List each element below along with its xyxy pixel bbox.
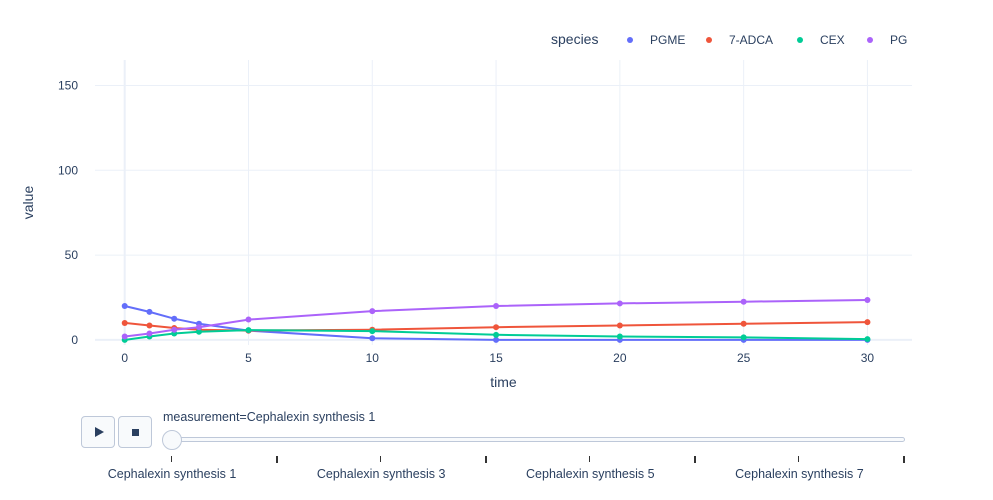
legend-title: species [551,31,598,47]
slider-tick [693,456,696,463]
series-layer [121,297,871,343]
tick-labels: 0 5 10 15 20 25 30 0 50 100 150 [58,78,874,365]
legend-item-7-adca[interactable]: 7-ADCA [706,33,773,47]
grid-lines [95,60,912,345]
data-point-pgme[interactable] [146,308,153,315]
data-point-cex[interactable] [245,327,252,334]
slider-tick [380,456,382,462]
slider-step-label[interactable]: Cephalexin synthesis 3 [316,467,446,481]
x-axis-title: time [490,374,517,390]
data-point-pg[interactable] [616,300,623,307]
data-point-pgme[interactable] [171,315,178,322]
legend-item-cex[interactable]: CEX [797,33,845,47]
data-point-7-adca[interactable] [740,320,747,327]
legend-item-pg[interactable]: PG [867,33,907,47]
data-point-pgme[interactable] [369,335,376,342]
y-tick-label: 150 [58,78,78,92]
slider-step-label[interactable]: Cephalexin synthesis 1 [107,467,237,481]
data-point-7-adca[interactable] [146,322,153,329]
data-point-pg[interactable] [493,302,500,309]
x-tick-label: 15 [489,351,503,365]
data-point-7-adca[interactable] [121,319,128,326]
data-point-7-adca[interactable] [493,324,500,331]
legend-marker [867,37,873,43]
slider-step-label[interactable]: Cephalexin synthesis 5 [526,467,655,481]
data-point-pg[interactable] [171,326,178,333]
slider-tick [484,456,487,463]
y-axis-title: value [20,186,36,220]
legend-label: PG [890,33,907,47]
slider-tick [171,456,172,462]
y-tick-label: 50 [65,248,79,262]
x-tick-label: 10 [366,351,380,365]
legend-marker [797,37,803,43]
data-point-cex[interactable] [493,331,500,338]
data-point-7-adca[interactable] [616,322,623,329]
series-line-pg [124,299,868,338]
data-point-cex[interactable] [616,333,623,340]
slider-handle[interactable] [162,430,182,450]
y-tick-label: 100 [58,163,78,177]
legend: species PGME 7-ADCA CEX PG [551,31,907,47]
data-point-pgme[interactable] [121,302,128,309]
data-point-cex[interactable] [864,336,871,343]
slider-tick [275,456,278,463]
data-point-cex[interactable] [195,328,202,335]
data-point-pg[interactable] [146,330,153,337]
slider-current-label: measurement=Cephalexin synthesis 1 [163,410,376,424]
data-point-pg[interactable] [369,308,376,315]
x-tick-label: 25 [737,351,751,365]
data-point-cex[interactable] [740,334,747,341]
series-line-pgme [124,305,868,341]
data-point-pg[interactable] [245,316,252,323]
x-tick-label: 20 [613,351,627,365]
data-point-pg[interactable] [195,324,202,331]
series-pg [121,297,871,340]
slider-tick [903,456,905,463]
legend-marker [706,37,712,43]
series-line-cex [124,329,868,341]
x-tick-label: 30 [861,351,875,365]
slider-tick [589,456,591,462]
stop-icon [131,428,139,436]
play-button[interactable] [81,416,115,448]
slider-tick [798,456,800,462]
data-point-pgme[interactable] [493,336,500,343]
legend-item-pgme[interactable]: PGME [627,33,685,47]
y-tick-label: 0 [71,333,78,347]
x-tick-label: 5 [245,351,252,365]
data-point-7-adca[interactable] [864,319,871,326]
play-icon [94,427,104,437]
legend-label: PGME [650,33,685,47]
data-point-cex[interactable] [369,328,376,335]
slider-rail[interactable] [163,437,905,442]
data-point-pg[interactable] [864,297,871,304]
stop-button[interactable] [118,416,152,448]
legend-label: CEX [820,33,845,47]
legend-label: 7-ADCA [729,33,773,47]
legend-marker [627,37,633,43]
data-point-pg[interactable] [121,333,128,340]
slider-step-label[interactable]: Cephalexin synthesis 7 [735,467,864,481]
x-tick-label: 0 [121,351,128,365]
data-point-pg[interactable] [740,298,747,305]
